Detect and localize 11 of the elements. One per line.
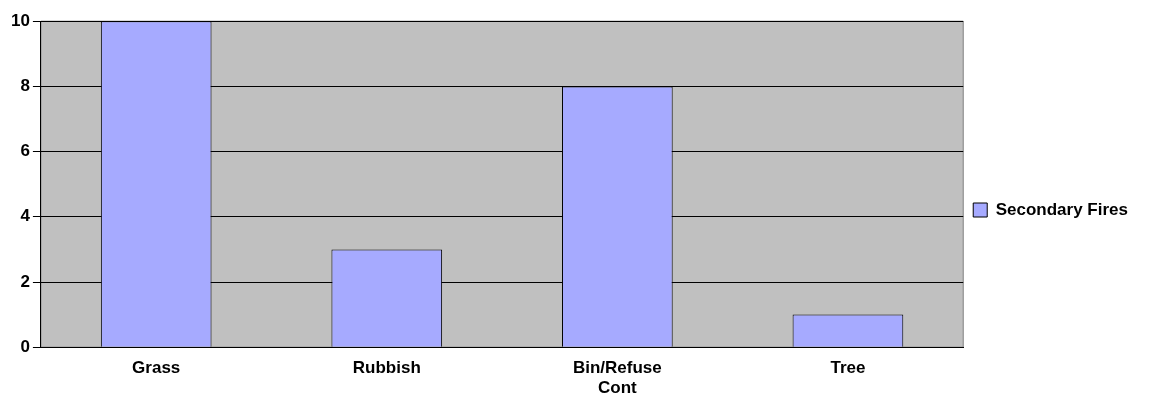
y-tick-label: 4 xyxy=(20,206,31,226)
y-tick-label: 2 xyxy=(20,271,30,291)
y-tick-label: 0 xyxy=(20,336,30,356)
y-tick-label: 6 xyxy=(20,141,30,161)
x-tick-label: Grass xyxy=(132,358,181,378)
x-tick-label: Bin/Refuse Cont xyxy=(572,358,662,398)
x-tick-label: Rubbish xyxy=(352,358,421,378)
y-tick-label: 8 xyxy=(20,76,30,96)
x-tick-label: Tree xyxy=(830,358,866,378)
y-tick-label: 10 xyxy=(10,10,30,30)
legend-label: Secondary Fires xyxy=(995,199,1128,219)
